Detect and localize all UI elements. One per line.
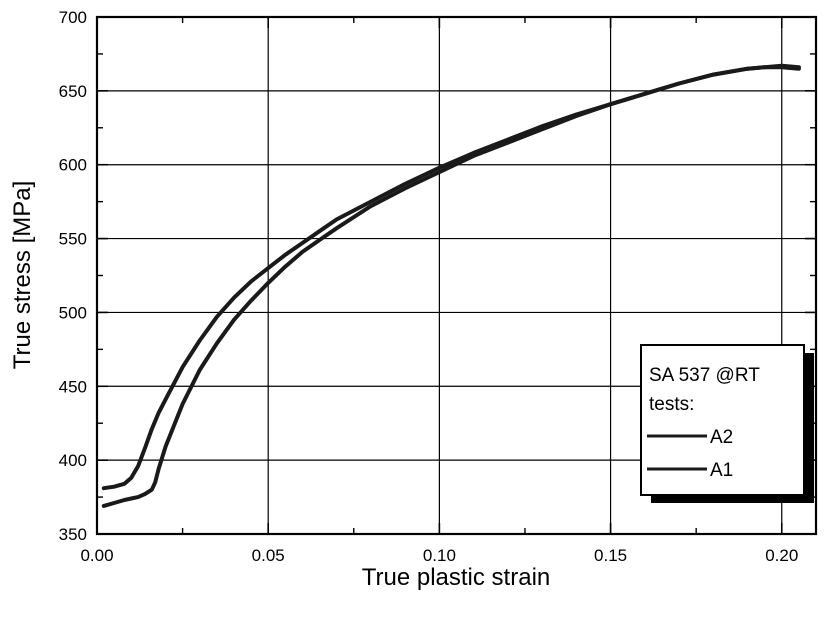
series-lines [101,63,801,508]
y-tick-label: 450 [59,377,87,396]
y-tick-label: 400 [59,451,87,470]
y-tick-label: 650 [59,82,87,101]
y-tick-label: 700 [59,8,87,27]
legend-entry-a2: A2 [710,427,733,448]
y-axis-label: True stress [MPa] [9,181,36,369]
x-tick-label: 0.00 [80,546,113,565]
x-tick-label: 0.15 [594,546,627,565]
series-line-a1 [101,65,801,508]
y-tick-label: 550 [59,230,87,249]
x-tick-label: 0.05 [252,546,285,565]
y-tick-label: 500 [59,303,87,322]
y-tick-label: 350 [59,525,87,544]
x-axis-label: True plastic strain [362,564,551,591]
legend-entry-a1: A1 [710,460,733,481]
legend-title-line-1: SA 537 @RT [649,365,760,386]
x-tick-label: 0.10 [423,546,456,565]
legend-title-line-2: tests: [649,394,694,415]
tick-labels: 0.00 0.05 0.10 0.15 0.20 350 400 450 500 550 600 65… [59,8,799,565]
x-tick-label: 0.20 [765,546,798,565]
legend: SA 537 @RT tests: A2 A1 [640,344,814,503]
y-tick-label: 600 [59,156,87,175]
plot-frame [95,15,818,536]
